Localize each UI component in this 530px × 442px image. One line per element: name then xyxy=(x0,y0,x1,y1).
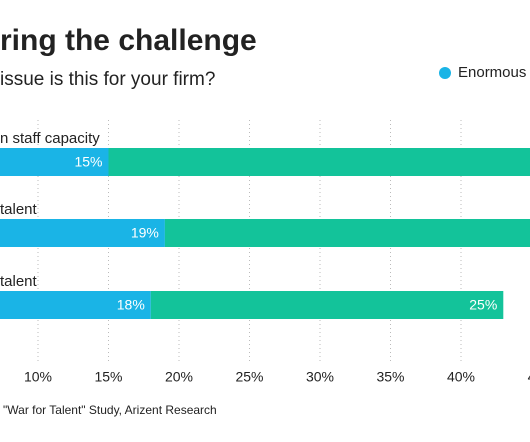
x-tick-label: 15% xyxy=(94,369,122,385)
legend-label: Enormous xyxy=(458,64,526,81)
bar-segment xyxy=(0,291,151,319)
bar-segment xyxy=(0,219,165,247)
value-label: 15% xyxy=(74,154,102,170)
x-tick-label: 30% xyxy=(306,369,334,385)
category-label: n staff capacity xyxy=(0,130,100,147)
category-label: talent xyxy=(0,273,38,290)
value-label: 25% xyxy=(469,297,497,313)
bar-segment xyxy=(150,291,504,319)
chart-title: ring the challenge xyxy=(0,24,257,57)
x-tick-label: 10% xyxy=(24,369,52,385)
source: "War for Talent" Study, Arizent Research xyxy=(3,403,217,417)
bar-segment xyxy=(164,219,530,247)
x-tick-label: 35% xyxy=(376,369,404,385)
x-tick-label: 40% xyxy=(447,369,475,385)
x-tick-label: 25% xyxy=(235,369,263,385)
bar-segment xyxy=(108,148,530,176)
x-tick-label: 4 xyxy=(528,369,530,385)
x-tick-label: 20% xyxy=(165,369,193,385)
legend-marker xyxy=(439,67,451,79)
value-label: 19% xyxy=(131,225,159,241)
chart-subtitle: issue is this for your firm? xyxy=(0,69,215,90)
category-label: talent xyxy=(0,201,38,218)
value-label: 18% xyxy=(117,297,145,313)
bar-segment xyxy=(0,148,109,176)
